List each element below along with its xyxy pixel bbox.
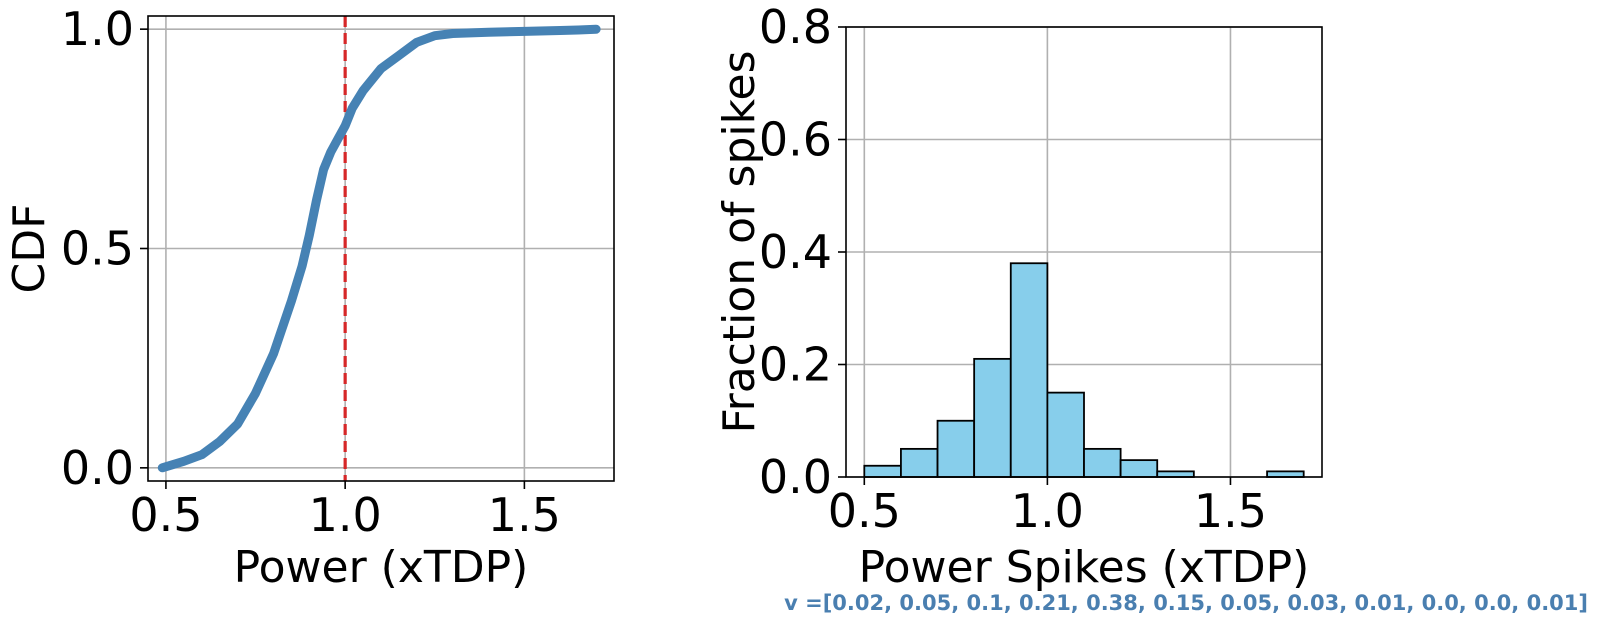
histogram-bar (973, 357, 1012, 478)
cdf-y-tick-label: 1.0 (61, 2, 134, 56)
values-footnote: v =[0.02, 0.05, 0.1, 0.21, 0.38, 0.15, 0… (784, 591, 1588, 615)
histogram-bar (1119, 459, 1159, 478)
histogram-y-ticks: 0.0 0.2 0.4 0.6 0.8 (759, 0, 846, 504)
histogram-y-tick-label: 0.4 (759, 225, 832, 279)
histogram-x-axis-label: Power Spikes (xTDP) (859, 542, 1310, 593)
cdf-x-tick-label: 1.0 (309, 488, 382, 542)
cdf-y-tick-label: 0.5 (61, 222, 134, 276)
cdf-curve (157, 24, 601, 473)
histogram-x-tick-label: 0.5 (828, 484, 901, 538)
histogram-bar (1046, 391, 1085, 478)
histogram-bar (900, 447, 939, 478)
cdf-series (157, 24, 601, 473)
histogram-bar (936, 419, 976, 478)
histogram-bar (1156, 470, 1195, 478)
cdf-x-axis-label: Power (xTDP) (234, 542, 529, 593)
cdf-y-ticks: 0.0 0.5 1.0 (61, 2, 148, 495)
cdf-x-tick-label: 0.5 (129, 488, 202, 542)
histogram-bar (1009, 262, 1049, 478)
histogram-y-tick-label: 0.6 (759, 113, 832, 167)
cdf-y-tick-label: 0.0 (61, 441, 134, 495)
histogram-y-axis-label: Fraction of spikes (714, 50, 765, 433)
histogram-x-tick-label: 1.5 (1194, 484, 1267, 538)
cdf-x-tick-label: 1.5 (488, 488, 561, 542)
histogram-chart: 0.5 1.0 1.5 0.0 0.2 0.4 0.6 0.8 Power Spikes (… (714, 0, 1323, 593)
histogram-bar (1083, 447, 1122, 478)
histogram-bar (863, 464, 902, 478)
cdf-x-ticks: 0.5 1.0 1.5 (129, 481, 561, 542)
histogram-bar (1266, 470, 1305, 478)
histogram-y-tick-label: 0.2 (759, 338, 832, 392)
histogram-y-tick-label: 0.0 (759, 450, 832, 504)
cdf-chart: 0.5 1.0 1.5 0.00.51.0 Power (xTDP) CDF (4, 2, 615, 593)
histogram-x-ticks: 0.5 1.0 1.5 (828, 477, 1267, 538)
cdf-gridlines (148, 16, 614, 481)
histogram-bars (863, 262, 1305, 478)
histogram-y-tick-label: 0.8 (759, 0, 832, 54)
cdf-y-axis-label: CDF (4, 204, 55, 294)
histogram-x-tick-label: 1.0 (1011, 484, 1084, 538)
